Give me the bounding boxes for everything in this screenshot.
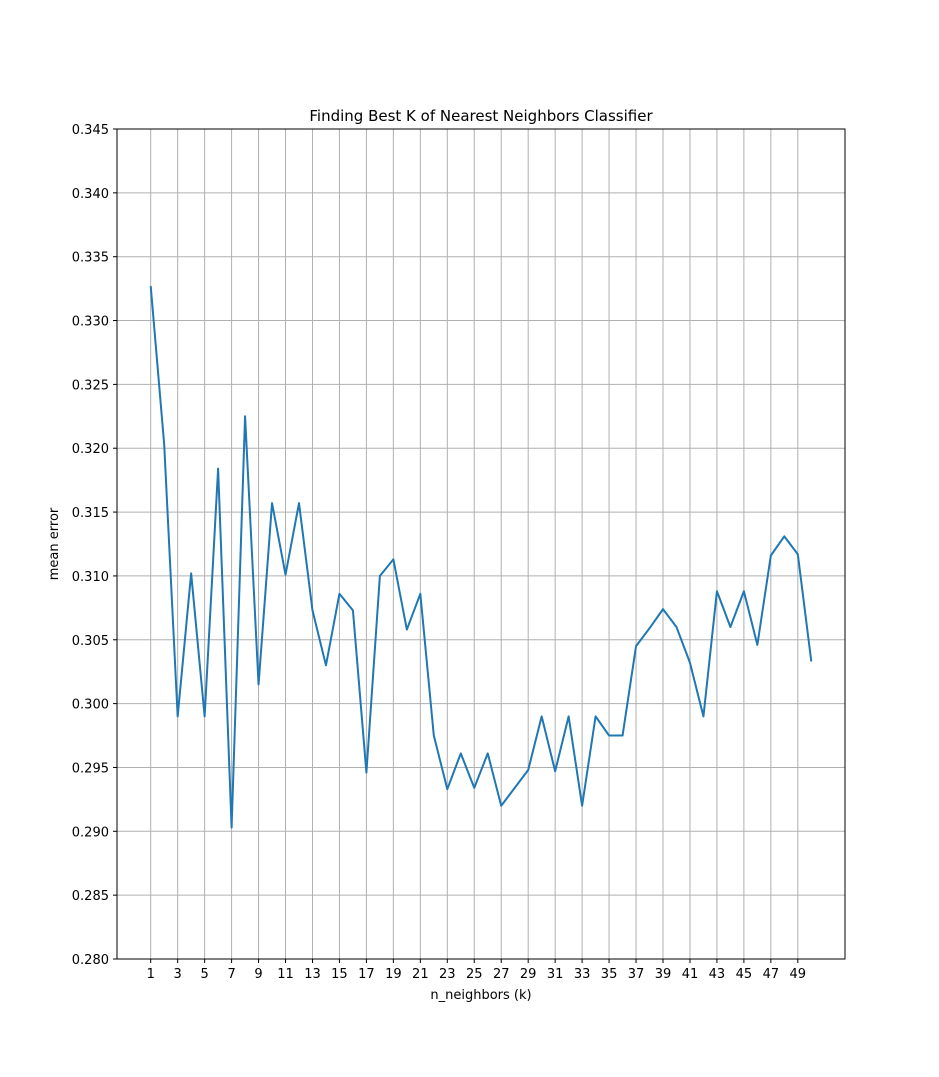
y-tick-label: 0.295 [72, 761, 109, 776]
data-point [568, 715, 570, 717]
x-tick-label: 31 [547, 967, 564, 982]
data-point [190, 572, 192, 574]
data-point [406, 629, 408, 631]
data-point [244, 415, 246, 417]
x-tick-label: 37 [628, 967, 645, 982]
y-tick-label: 0.280 [72, 953, 109, 968]
x-tick-label: 47 [763, 967, 780, 982]
data-point [325, 664, 327, 666]
series-line [149, 285, 813, 829]
x-tick-label: 43 [709, 967, 726, 982]
x-tick-label: 23 [439, 967, 456, 982]
y-axis-label: mean error [47, 507, 62, 580]
x-tick-label: 3 [174, 967, 182, 982]
data-point [487, 752, 489, 754]
data-point [716, 590, 718, 592]
data-point [662, 608, 664, 610]
data-point [392, 558, 394, 560]
y-tick-label: 0.300 [72, 698, 109, 713]
data-point [204, 715, 206, 717]
data-point [500, 805, 502, 807]
data-point [217, 468, 219, 470]
x-tick-label: 19 [385, 967, 402, 982]
data-point [689, 662, 691, 664]
data-point [756, 644, 758, 646]
data-point [379, 575, 381, 577]
data-point [460, 752, 462, 754]
data-point [649, 627, 651, 629]
data-point [622, 735, 624, 737]
x-axis-label: n_neighbors (k) [430, 988, 531, 1003]
y-axis-ticks: 0.280 0.285 0.290 0.295 0.300 0.305 0.310 0.315… [72, 123, 117, 968]
x-axis-ticks: 1 3 5 7 9 11 13 15 17 19 21 23 25 27 29 31 33 35 37 39 41 43 4… [147, 959, 807, 982]
y-tick-label: 0.345 [72, 123, 109, 138]
data-point [743, 590, 745, 592]
data-point [473, 787, 475, 789]
data-point [608, 735, 610, 737]
x-tick-label: 5 [200, 967, 208, 982]
y-tick-label: 0.310 [72, 570, 109, 585]
x-tick-label: 25 [466, 967, 483, 982]
y-tick-label: 0.335 [72, 251, 109, 266]
x-tick-label: 13 [304, 967, 321, 982]
data-point [595, 715, 597, 717]
x-tick-label: 29 [520, 967, 537, 982]
data-point [581, 805, 583, 807]
x-tick-label: 21 [412, 967, 429, 982]
data-point [352, 609, 354, 611]
data-point [729, 626, 731, 628]
x-tick-label: 33 [574, 967, 591, 982]
data-point [554, 770, 556, 772]
data-point [365, 772, 367, 774]
plot-frame [116, 128, 846, 960]
data-point [231, 826, 233, 828]
x-tick-label: 17 [358, 967, 375, 982]
x-tick-label: 35 [601, 967, 618, 982]
x-tick-label: 7 [227, 967, 235, 982]
data-point [770, 554, 772, 556]
y-tick-label: 0.290 [72, 825, 109, 840]
data-point [285, 574, 287, 576]
data-point [298, 502, 300, 504]
series-layer [149, 285, 813, 829]
data-point [271, 502, 273, 504]
y-tick-label: 0.340 [72, 187, 109, 202]
data-point [150, 285, 152, 287]
x-tick-label: 49 [790, 967, 807, 982]
y-tick-label: 0.320 [72, 442, 109, 457]
y-tick-label: 0.325 [72, 378, 109, 393]
data-point [541, 715, 543, 717]
data-point [311, 609, 313, 611]
data-point [258, 683, 260, 685]
data-point [635, 645, 637, 647]
x-tick-label: 39 [655, 967, 672, 982]
y-tick-label: 0.285 [72, 889, 109, 904]
data-point [433, 735, 435, 737]
x-tick-label: 27 [493, 967, 510, 982]
x-tick-label: 1 [147, 967, 155, 982]
data-point [338, 593, 340, 595]
data-point [177, 715, 179, 717]
data-point [797, 553, 799, 555]
y-tick-label: 0.330 [72, 315, 109, 330]
grid-lines [117, 128, 845, 960]
data-point [783, 535, 785, 537]
x-tick-label: 45 [736, 967, 753, 982]
data-point [163, 443, 165, 445]
data-point [446, 788, 448, 790]
data-point [514, 787, 516, 789]
x-tick-label: 15 [331, 967, 348, 982]
x-tick-label: 41 [682, 967, 699, 982]
data-point [527, 769, 529, 771]
data-point [419, 593, 421, 595]
data-point [810, 660, 812, 662]
data-point [702, 715, 704, 717]
x-tick-label: 9 [254, 967, 262, 982]
data-point [675, 626, 677, 628]
x-tick-label: 11 [277, 967, 294, 982]
y-tick-label: 0.305 [72, 634, 109, 649]
y-tick-label: 0.315 [72, 506, 109, 521]
chart-title: Finding Best K of Nearest Neighbors Clas… [309, 107, 653, 125]
